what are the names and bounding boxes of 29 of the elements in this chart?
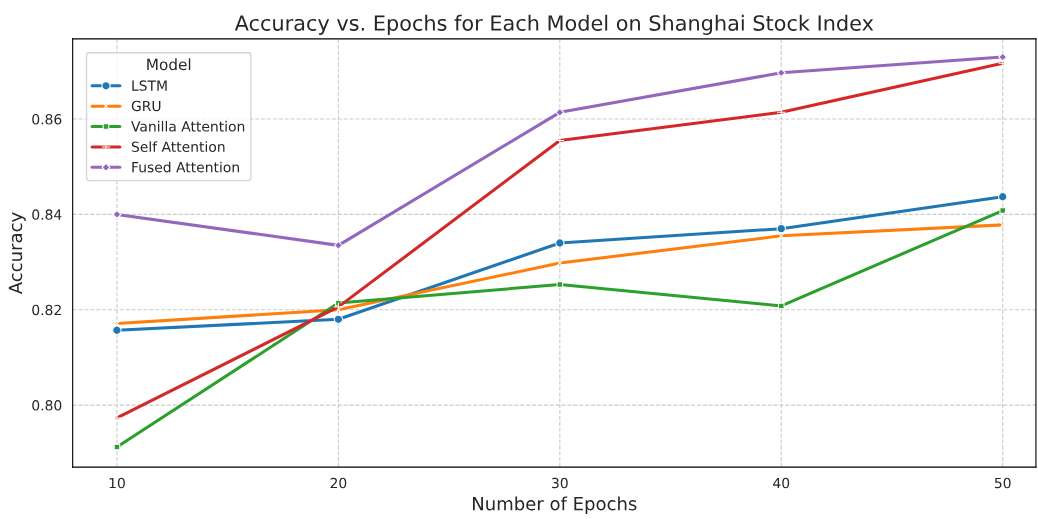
point bbox=[333, 314, 344, 324]
point bbox=[776, 224, 786, 234]
y-tick-label: 0.84 bbox=[32, 209, 62, 220]
point bbox=[776, 68, 786, 78]
y-axis-title: Accuracy bbox=[8, 212, 26, 295]
x-tick-label: 10 bbox=[109, 477, 125, 489]
point bbox=[555, 238, 565, 248]
point bbox=[112, 325, 122, 335]
point bbox=[998, 52, 1008, 62]
legend-label: Fused Attention bbox=[132, 161, 239, 173]
point bbox=[777, 302, 785, 310]
y-tick-label: 0.86 bbox=[32, 114, 62, 125]
x-axis-title: Number of Epochs bbox=[473, 496, 637, 514]
point bbox=[333, 240, 343, 250]
x-tick-label: 40 bbox=[773, 477, 790, 489]
legend-title: Model bbox=[147, 58, 191, 71]
chart-title: Accuracy vs. Epochs for Each Model on Shanghai Stock Index bbox=[234, 14, 874, 35]
legend-label: Self Attention bbox=[131, 141, 225, 153]
x-tick-label: 50 bbox=[994, 477, 1011, 489]
point bbox=[999, 207, 1007, 214]
y-tick-label: 0.80 bbox=[32, 400, 62, 411]
legend-label: GRU bbox=[131, 100, 161, 112]
legend-label: LSTM bbox=[132, 80, 167, 91]
y-tick-label: 0.82 bbox=[32, 304, 61, 316]
point bbox=[556, 281, 564, 288]
legend-label: Vanilla Attention bbox=[131, 120, 245, 132]
x-tick-label: 30 bbox=[552, 477, 568, 489]
x-tick-label: 20 bbox=[330, 477, 347, 489]
point bbox=[998, 192, 1008, 202]
